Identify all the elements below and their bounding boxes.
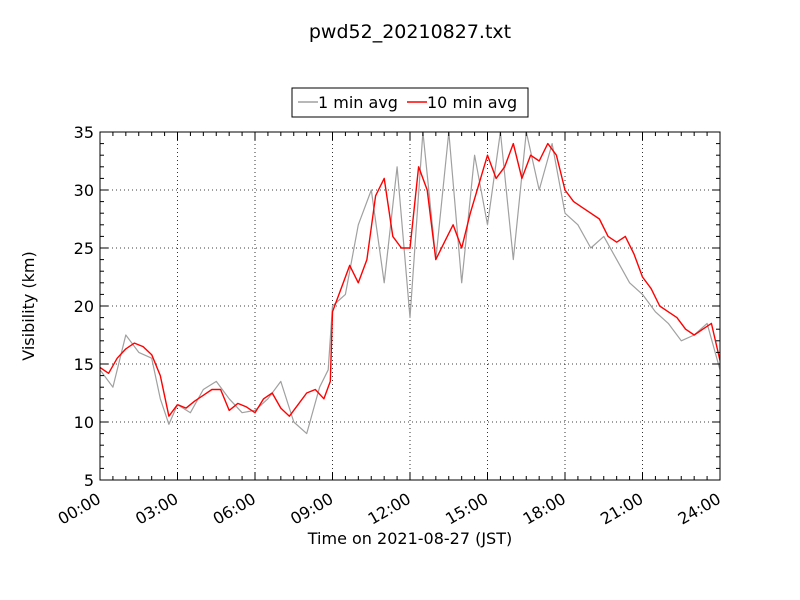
- y-tick-label: 15: [74, 355, 94, 374]
- y-tick-labels: 5 10 15 20 25 30 35: [74, 123, 94, 490]
- series-layer: [100, 132, 720, 435]
- y-axis-label: Visibility (km): [19, 251, 38, 360]
- legend-label-10min: 10 min avg: [427, 93, 517, 112]
- x-axis-label: Time on 2021-08-27 (JST): [307, 529, 512, 548]
- series-line-10min-avg: [100, 142, 720, 417]
- y-tick-label: 10: [74, 413, 94, 432]
- grid: [100, 132, 720, 480]
- legend-label-1min: 1 min avg: [318, 93, 398, 112]
- legend: 1 min avg 10 min avg: [291, 87, 529, 118]
- y-tick-label: 30: [74, 181, 94, 200]
- y-tick-label: 25: [74, 239, 94, 258]
- y-tick-label: 35: [74, 123, 94, 142]
- chart-title: pwd52_20210827.txt: [309, 21, 511, 43]
- y-tick-label: 20: [74, 297, 94, 316]
- series-line-1min-avg: [100, 132, 720, 435]
- y-tick-label: 5: [84, 471, 94, 490]
- ticks: [99, 131, 721, 481]
